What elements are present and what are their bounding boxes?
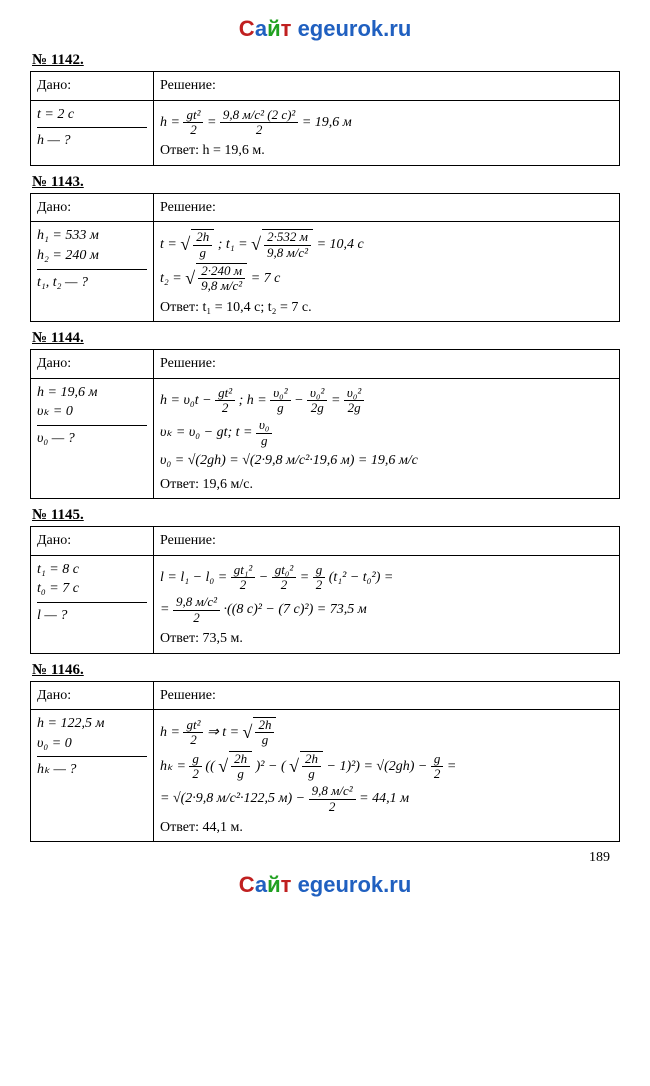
find-line: h — ? [37, 131, 147, 151]
solution-header: Решение: [154, 527, 620, 556]
solution-header: Решение: [154, 72, 620, 101]
given-header: Дано: [31, 350, 154, 379]
problem-1145: № 1145. Дано: Решение: t₁ = 8 c t₀ = 7 c… [30, 507, 620, 653]
answer-line: Ответ: t₁ = 10,4 c; t₂ = 7 c. [160, 298, 613, 318]
solution-cell: h = υ₀t − gt²2 ; h = υ₀²g − υ₀²2g = υ₀²2… [154, 378, 620, 498]
given-cell: h = 122,5 м υ₀ = 0 hₖ — ? [31, 710, 154, 842]
answer-line: Ответ: 19,6 м/с. [160, 475, 613, 495]
problem-1146: № 1146. Дано: Решение: h = 122,5 м υ₀ = … [30, 662, 620, 843]
problem-1143: № 1143. Дано: Решение: h₁ = 533 м h₂ = 2… [30, 174, 620, 322]
wm-a: а [255, 16, 267, 41]
wm-t: т [281, 16, 298, 41]
sol-text: h = [160, 115, 180, 130]
solution-header: Решение: [154, 681, 620, 710]
problem-number: № 1143. [32, 174, 620, 191]
answer-line: Ответ: 73,5 м. [160, 629, 613, 649]
given-header: Дано: [31, 72, 154, 101]
wm-site: egeurok.ru [298, 16, 412, 41]
problem-table: Дано: Решение: t₁ = 8 c t₀ = 7 c l — ? l… [30, 526, 620, 653]
problem-table: Дано: Решение: h₁ = 533 м h₂ = 240 м t₁,… [30, 193, 620, 322]
given-header: Дано: [31, 681, 154, 710]
wm-c: С [239, 16, 255, 41]
solution-cell: t = √2hg ; t₁ = √2·532 м9,8 м/с² = 10,4 … [154, 222, 620, 322]
solution-header: Решение: [154, 350, 620, 379]
given-line: t = 2 c [37, 105, 147, 125]
problem-1144: № 1144. Дано: Решение: h = 19,6 м υₖ = 0… [30, 330, 620, 499]
given-cell: h = 19,6 м υₖ = 0 υ₀ — ? [31, 378, 154, 498]
page-number: 189 [30, 850, 610, 866]
problem-number: № 1144. [32, 330, 620, 347]
problem-1142: № 1142. Дано: Решение: t = 2 c h — ? h =… [30, 52, 620, 166]
given-header: Дано: [31, 193, 154, 222]
given-cell: t = 2 c h — ? [31, 100, 154, 165]
problem-number: № 1142. [32, 52, 620, 69]
solution-cell: l = l₁ − l₀ = gt₁²2 − gt₀²2 = g2 (t₁² − … [154, 555, 620, 653]
wm-y: й [267, 16, 281, 41]
watermark-top: Сайт egeurok.ru [30, 16, 620, 42]
problem-table: Дано: Решение: h = 19,6 м υₖ = 0 υ₀ — ? … [30, 349, 620, 499]
problem-number: № 1145. [32, 507, 620, 524]
given-cell: h₁ = 533 м h₂ = 240 м t₁, t₂ — ? [31, 222, 154, 322]
given-cell: t₁ = 8 c t₀ = 7 c l — ? [31, 555, 154, 653]
solution-cell: h = gt²2 ⇒ t = √2hg hₖ = g2 (( √2hg )² −… [154, 710, 620, 842]
problem-table: Дано: Решение: h = 122,5 м υ₀ = 0 hₖ — ?… [30, 681, 620, 843]
watermark-bottom: Сайт egeurok.ru [30, 872, 620, 898]
page-content: Сайт egeurok.ru № 1142. Дано: Решение: t… [0, 0, 650, 928]
problem-number: № 1146. [32, 662, 620, 679]
given-header: Дано: [31, 527, 154, 556]
answer-line: Ответ: 44,1 м. [160, 818, 613, 838]
solution-header: Решение: [154, 193, 620, 222]
problem-table: Дано: Решение: t = 2 c h — ? h = gt²2 = … [30, 71, 620, 166]
solution-cell: h = gt²2 = 9,8 м/с² (2 с)²2 = 19,6 м Отв… [154, 100, 620, 165]
answer-line: Ответ: h = 19,6 м. [160, 141, 613, 161]
